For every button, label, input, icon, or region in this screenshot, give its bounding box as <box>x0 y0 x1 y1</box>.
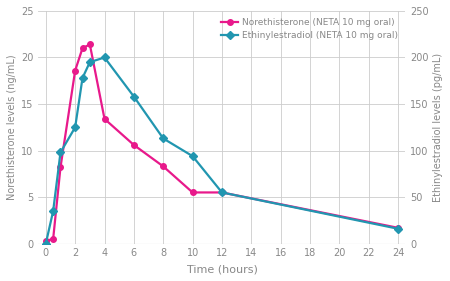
Legend: Norethisterone (NETA 10 mg oral), Ethinylestradiol (NETA 10 mg oral): Norethisterone (NETA 10 mg oral), Ethiny… <box>219 15 401 42</box>
Norethisterone (NETA 10 mg oral) <box>87 43 93 46</box>
Norethisterone (NETA 10 mg oral) <box>58 166 63 169</box>
Ethinylestradiol (NETA 10 mg oral) <box>80 76 85 80</box>
Norethisterone (NETA 10 mg oral) <box>50 237 56 241</box>
Ethinylestradiol (NETA 10 mg oral) <box>161 137 166 140</box>
Norethisterone (NETA 10 mg oral) <box>396 226 401 230</box>
Ethinylestradiol (NETA 10 mg oral) <box>190 155 195 158</box>
Y-axis label: Ethinylestradiol levels (pg/mL): Ethinylestradiol levels (pg/mL) <box>433 53 443 202</box>
Norethisterone (NETA 10 mg oral) <box>219 191 225 194</box>
Norethisterone (NETA 10 mg oral) <box>102 117 107 121</box>
Ethinylestradiol (NETA 10 mg oral) <box>43 242 49 245</box>
X-axis label: Time (hours): Time (hours) <box>186 264 257 274</box>
Norethisterone (NETA 10 mg oral) <box>131 143 136 147</box>
Ethinylestradiol (NETA 10 mg oral) <box>131 95 136 98</box>
Norethisterone (NETA 10 mg oral) <box>80 46 85 50</box>
Norethisterone (NETA 10 mg oral) <box>72 69 78 72</box>
Y-axis label: Norethisterone levels (ng/mL): Norethisterone levels (ng/mL) <box>7 55 17 200</box>
Ethinylestradiol (NETA 10 mg oral) <box>219 191 225 194</box>
Line: Ethinylestradiol (NETA 10 mg oral): Ethinylestradiol (NETA 10 mg oral) <box>43 55 401 246</box>
Ethinylestradiol (NETA 10 mg oral) <box>87 60 93 64</box>
Norethisterone (NETA 10 mg oral) <box>43 239 49 243</box>
Ethinylestradiol (NETA 10 mg oral) <box>72 126 78 129</box>
Norethisterone (NETA 10 mg oral) <box>161 165 166 168</box>
Ethinylestradiol (NETA 10 mg oral) <box>396 227 401 230</box>
Ethinylestradiol (NETA 10 mg oral) <box>50 209 56 213</box>
Line: Norethisterone (NETA 10 mg oral): Norethisterone (NETA 10 mg oral) <box>43 42 401 244</box>
Ethinylestradiol (NETA 10 mg oral) <box>58 151 63 154</box>
Norethisterone (NETA 10 mg oral) <box>190 191 195 194</box>
Ethinylestradiol (NETA 10 mg oral) <box>102 56 107 59</box>
